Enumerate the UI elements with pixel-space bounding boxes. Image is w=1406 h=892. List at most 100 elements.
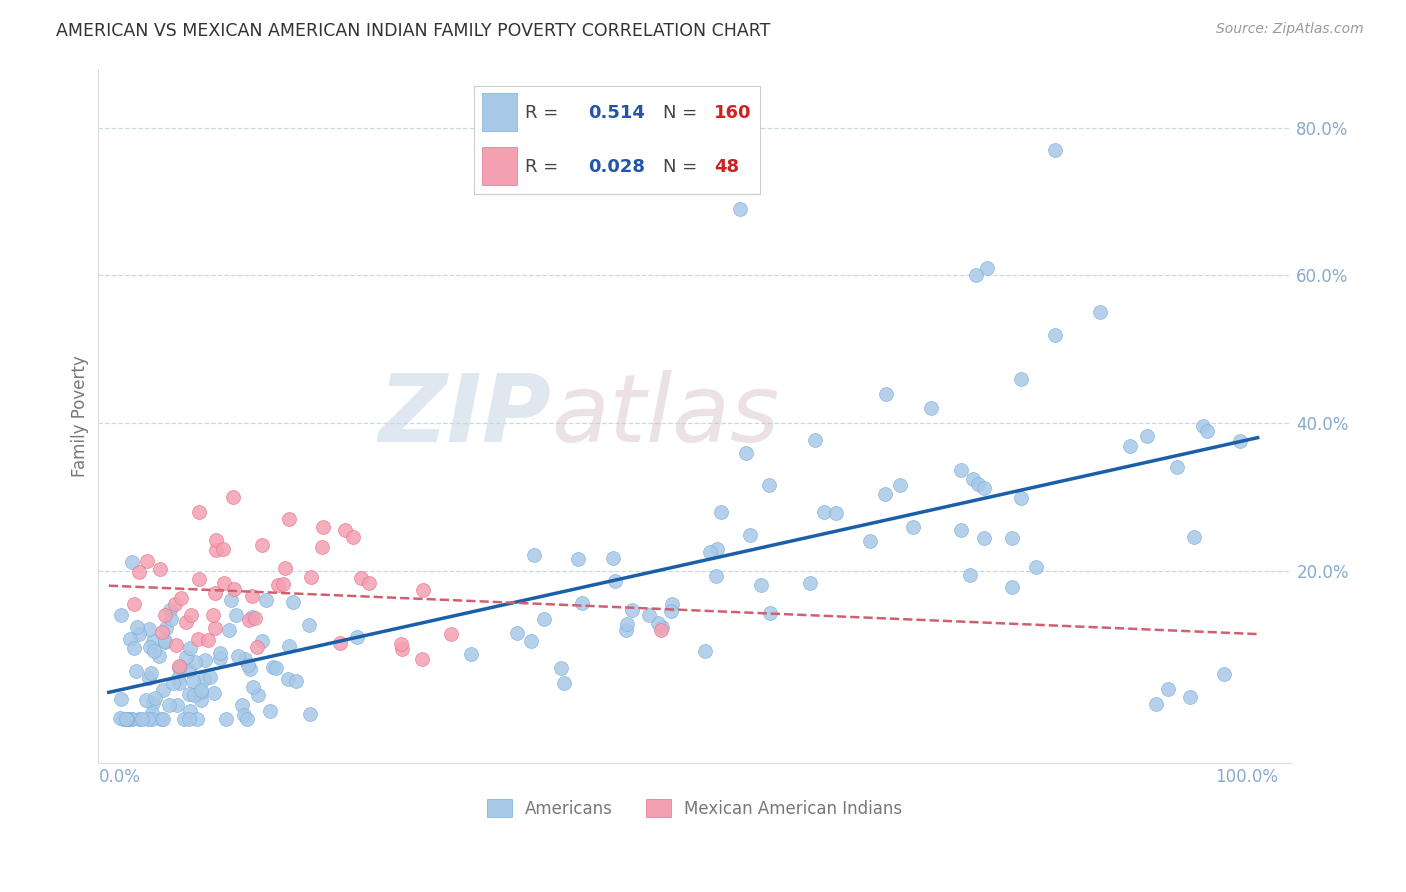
Point [149, 712, 172, 726]
Point [131, 712, 153, 726]
Point [128, 712, 150, 726]
Point [259, 704, 281, 718]
Point [728, 202, 751, 216]
Point [1156, 682, 1178, 697]
Point [215, 712, 238, 726]
Point [143, 644, 166, 658]
Point [1212, 667, 1234, 681]
Point [614, 623, 637, 637]
Point [111, 712, 134, 726]
Point [162, 676, 184, 690]
Point [128, 627, 150, 641]
Point [350, 571, 373, 585]
Point [153, 607, 176, 622]
Point [177, 712, 200, 726]
Point [411, 652, 433, 666]
Point [1001, 581, 1024, 595]
Point [110, 607, 132, 622]
Point [659, 604, 682, 618]
Point [110, 692, 132, 706]
Point [277, 672, 299, 686]
Point [138, 622, 160, 636]
Point [115, 712, 138, 726]
Point [950, 523, 973, 537]
Point [758, 606, 780, 620]
Point [704, 569, 727, 583]
Point [357, 575, 380, 590]
Point [124, 597, 146, 611]
Point [965, 268, 987, 283]
Point [209, 646, 232, 660]
Point [148, 648, 170, 663]
Point [186, 712, 208, 726]
Point [117, 712, 139, 726]
Point [638, 608, 661, 623]
Point [246, 640, 269, 654]
Point [605, 574, 627, 589]
Point [278, 512, 301, 526]
Legend: Americans, Mexican American Indians: Americans, Mexican American Indians [479, 793, 910, 824]
Point [243, 611, 266, 625]
Point [239, 662, 262, 676]
Point [859, 533, 882, 548]
Point [179, 687, 201, 701]
Point [231, 698, 253, 712]
Point [966, 476, 988, 491]
Point [875, 386, 897, 401]
Text: ZIP: ZIP [378, 370, 551, 462]
Point [412, 583, 434, 598]
Point [254, 593, 277, 607]
Point [284, 673, 307, 688]
Point [813, 505, 835, 519]
Point [167, 659, 190, 673]
Point [141, 712, 163, 726]
Point [157, 698, 180, 712]
Point [242, 680, 264, 694]
Point [142, 696, 165, 710]
Point [1166, 459, 1188, 474]
Text: Source: ZipAtlas.com: Source: ZipAtlas.com [1216, 22, 1364, 37]
Point [706, 541, 728, 556]
Point [211, 542, 233, 557]
Point [201, 607, 224, 622]
Point [1043, 327, 1066, 342]
Point [204, 586, 226, 600]
Point [176, 650, 198, 665]
Point [1178, 690, 1201, 704]
Point [197, 633, 219, 648]
Point [440, 627, 463, 641]
Point [115, 712, 138, 726]
Point [209, 651, 232, 665]
Point [177, 663, 200, 677]
Point [389, 637, 412, 651]
Point [298, 706, 321, 721]
Point [550, 661, 572, 675]
Point [804, 433, 827, 447]
Point [193, 673, 215, 687]
Point [108, 711, 131, 725]
Point [740, 528, 762, 542]
Point [1197, 425, 1219, 439]
Point [138, 671, 160, 685]
Point [533, 612, 555, 626]
Point [749, 578, 772, 592]
Point [187, 632, 209, 647]
Point [190, 685, 212, 699]
Point [506, 625, 529, 640]
Point [153, 633, 176, 648]
Point [198, 670, 221, 684]
Point [170, 591, 193, 606]
Point [218, 624, 240, 638]
Point [959, 567, 981, 582]
Point [1025, 559, 1047, 574]
Point [311, 540, 333, 554]
Point [226, 648, 249, 663]
Point [976, 260, 998, 275]
Point [312, 519, 335, 533]
Point [136, 712, 159, 726]
Point [620, 603, 643, 617]
Point [391, 641, 413, 656]
Point [167, 676, 190, 690]
Point [1192, 418, 1215, 433]
Point [949, 462, 972, 476]
